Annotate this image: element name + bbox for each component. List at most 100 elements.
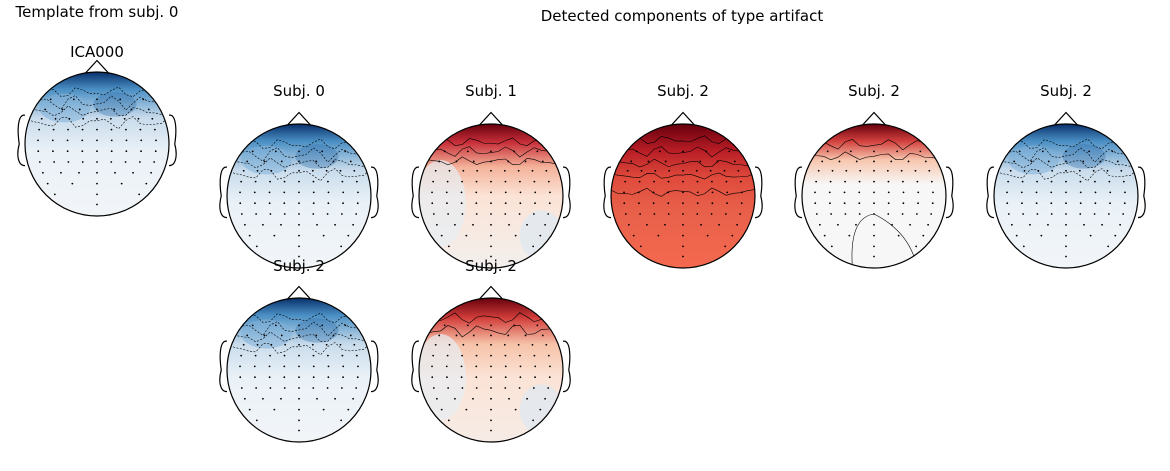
sensor-dot bbox=[342, 365, 345, 368]
sensor-dot bbox=[490, 334, 492, 337]
head-outline bbox=[226, 297, 372, 443]
sensor-dot bbox=[283, 213, 286, 215]
sensor-dot bbox=[1079, 202, 1082, 205]
sensor-dot bbox=[298, 150, 300, 153]
sensor-dot bbox=[1065, 245, 1067, 248]
sensor-dot bbox=[526, 397, 528, 400]
nose-outline bbox=[479, 111, 503, 126]
sensor-dot bbox=[699, 160, 702, 163]
sensor-dot bbox=[119, 98, 122, 101]
sensor-dot bbox=[843, 191, 846, 194]
sensor-dot bbox=[508, 397, 510, 400]
contour-line bbox=[611, 172, 755, 180]
sensor-dot bbox=[736, 223, 739, 226]
sensor-dot bbox=[130, 108, 133, 111]
sensor-dot bbox=[445, 365, 448, 368]
sensor-dot bbox=[37, 139, 39, 142]
sensor-dot bbox=[460, 365, 463, 368]
sensor-dot bbox=[519, 202, 522, 205]
sensor-dot bbox=[298, 334, 300, 337]
sensor-dot bbox=[682, 191, 684, 194]
sensor-dot bbox=[476, 343, 479, 346]
sensor-dot bbox=[1050, 191, 1053, 194]
sensor-dot bbox=[696, 202, 699, 205]
sensor-dot bbox=[443, 324, 446, 327]
sensor-dot bbox=[1123, 202, 1126, 205]
ear-outline bbox=[1137, 166, 1146, 219]
sensor-dot bbox=[446, 202, 448, 205]
sensor-dot bbox=[138, 193, 141, 196]
sensor-dot bbox=[268, 376, 271, 379]
sensor-dot bbox=[431, 191, 433, 194]
sensor-dot bbox=[239, 376, 242, 379]
sensor-dot bbox=[1015, 234, 1018, 237]
sensor-dot bbox=[455, 334, 458, 337]
sensor-dot bbox=[733, 160, 736, 163]
sensor-dot bbox=[72, 98, 75, 101]
sensor-dot bbox=[280, 397, 282, 400]
sensor-dot bbox=[930, 213, 933, 215]
sensor-dot bbox=[922, 234, 925, 237]
head-outline bbox=[801, 123, 947, 269]
contour-line bbox=[25, 116, 169, 130]
ear-outline bbox=[754, 166, 763, 219]
sensor-dot bbox=[355, 180, 358, 183]
sensor-dot bbox=[513, 324, 516, 327]
sensor-dot bbox=[334, 397, 336, 400]
sensor-dot bbox=[96, 171, 98, 174]
sensor-dot bbox=[147, 108, 150, 111]
sensor-dot bbox=[873, 160, 875, 163]
sensor-dot bbox=[821, 160, 824, 163]
topomap-field bbox=[611, 124, 755, 268]
sensor-dot bbox=[1022, 245, 1025, 248]
ear-outline bbox=[794, 166, 803, 219]
sensor-dot bbox=[355, 354, 358, 357]
contour-line bbox=[419, 146, 563, 158]
sensor-dot bbox=[61, 108, 64, 111]
sensor-dot bbox=[326, 387, 329, 389]
sensor-dot bbox=[298, 169, 300, 172]
sensor-dot bbox=[1092, 169, 1095, 172]
sensor-dot bbox=[462, 169, 465, 172]
sensor-dot bbox=[667, 202, 670, 205]
sensor-dot bbox=[446, 180, 449, 183]
sensor-dot bbox=[256, 169, 259, 172]
contour-line bbox=[419, 312, 563, 324]
sensor-dot bbox=[653, 213, 656, 215]
sensor-dot bbox=[344, 150, 347, 153]
sensor-dot bbox=[465, 408, 468, 411]
contour-line bbox=[611, 187, 755, 197]
sensor-dot bbox=[858, 213, 861, 215]
sensor-dot bbox=[887, 213, 890, 215]
sensor-dot bbox=[311, 343, 314, 346]
sensor-dot bbox=[887, 202, 890, 205]
nose-outline bbox=[671, 111, 695, 126]
sensor-dot bbox=[1030, 160, 1033, 163]
nose-outline bbox=[479, 285, 503, 300]
component-label: Subj. 2 bbox=[465, 257, 517, 275]
sensor-dot bbox=[49, 98, 52, 101]
sensor-dot bbox=[280, 160, 283, 163]
sensor-dot bbox=[490, 150, 492, 153]
sensor-dot bbox=[873, 223, 875, 226]
sensor-dot bbox=[653, 180, 655, 183]
contour-line bbox=[25, 95, 169, 111]
sensor-dot bbox=[740, 202, 743, 205]
sensor-dot bbox=[632, 234, 635, 237]
sensor-dot bbox=[51, 139, 54, 142]
sensor-dot bbox=[312, 213, 315, 215]
sensor-dot bbox=[240, 387, 243, 389]
sensor-dot bbox=[298, 255, 300, 258]
sensor-dot bbox=[120, 182, 123, 185]
contour-line bbox=[25, 105, 169, 117]
sensor-dot bbox=[53, 193, 56, 196]
sensor-dot bbox=[123, 117, 126, 120]
sensor-dot bbox=[490, 213, 492, 215]
sensor-dot bbox=[519, 365, 522, 368]
component-topomap: Subj. 0 bbox=[219, 82, 379, 269]
sensor-dot bbox=[532, 245, 535, 248]
sensor-dot bbox=[855, 160, 858, 163]
sensor-dot bbox=[327, 180, 329, 183]
head-outline bbox=[993, 123, 1139, 269]
sensor-dot bbox=[283, 191, 286, 194]
